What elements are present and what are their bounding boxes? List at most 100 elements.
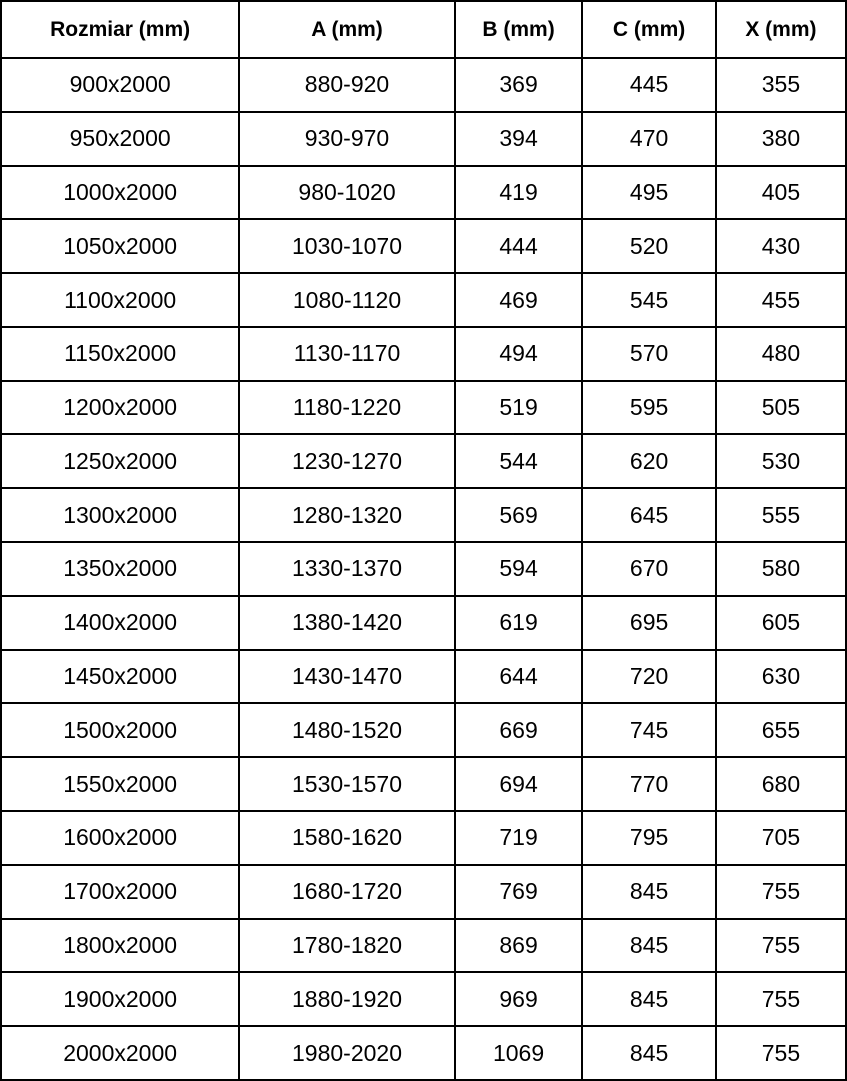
cell-b: 369 [453,57,584,113]
column-header-x: X (mm) [714,0,847,59]
cell-c: 670 [581,541,717,597]
cell-rozmiar: 1900x2000 [0,971,241,1028]
cell-c: 545 [581,272,717,328]
cell-b: 394 [453,110,584,167]
cell-x: 705 [714,809,847,866]
cell-a: 1780-1820 [238,917,456,974]
cell-b: 719 [453,809,584,866]
cell-a: 1380-1420 [238,594,456,651]
cell-c: 845 [581,863,717,920]
cell-b: 594 [453,541,584,597]
table-row: 1350x2000 1330-1370 594 670 580 [0,541,847,597]
cell-x: 430 [714,218,847,275]
table-row: 1250x2000 1230-1270 544 620 530 [0,433,847,490]
table-row: 1450x2000 1430-1470 644 720 630 [0,648,847,705]
cell-rozmiar: 1600x2000 [0,809,241,866]
cell-rozmiar: 1050x2000 [0,218,241,275]
cell-rozmiar: 900x2000 [0,57,241,113]
table-row: 1200x2000 1180-1220 519 595 505 [0,379,847,436]
cell-rozmiar: 1150x2000 [0,325,241,382]
cell-rozmiar: 1200x2000 [0,379,241,436]
cell-b: 569 [453,487,584,544]
cell-x: 755 [714,917,847,974]
cell-x: 455 [714,272,847,328]
cell-x: 680 [714,756,847,812]
cell-c: 520 [581,218,717,275]
cell-rozmiar: 1100x2000 [0,272,241,328]
cell-x: 480 [714,325,847,382]
cell-rozmiar: 1450x2000 [0,648,241,705]
table-row: 1800x2000 1780-1820 869 845 755 [0,917,847,974]
cell-x: 580 [714,541,847,597]
cell-rozmiar: 1550x2000 [0,756,241,812]
cell-x: 755 [714,863,847,920]
cell-x: 755 [714,1025,847,1081]
cell-b: 519 [453,379,584,436]
cell-b: 544 [453,433,584,490]
cell-b: 1069 [453,1025,584,1081]
table-row: 1600x2000 1580-1620 719 795 705 [0,809,847,866]
table-row: 1550x2000 1530-1570 694 770 680 [0,756,847,812]
table-row: 1000x2000 980-1020 419 495 405 [0,164,847,221]
table-row: 2000x2000 1980-2020 1069 845 755 [0,1025,847,1081]
cell-a: 1130-1170 [238,325,456,382]
cell-c: 570 [581,325,717,382]
cell-a: 1530-1570 [238,756,456,812]
table-row: 1100x2000 1080-1120 469 545 455 [0,272,847,328]
table-row: 1050x2000 1030-1070 444 520 430 [0,218,847,275]
cell-c: 845 [581,917,717,974]
cell-x: 555 [714,487,847,544]
cell-b: 969 [453,971,584,1028]
cell-a: 1880-1920 [238,971,456,1028]
table-body: 900x2000 880-920 369 445 355 950x2000 93… [0,57,847,1081]
cell-c: 595 [581,379,717,436]
table-header-row: Rozmiar (mm) A (mm) B (mm) C (mm) X (mm) [0,0,847,59]
column-header-rozmiar: Rozmiar (mm) [0,0,241,59]
cell-x: 355 [714,57,847,113]
cell-b: 469 [453,272,584,328]
cell-x: 405 [714,164,847,221]
cell-rozmiar: 1700x2000 [0,863,241,920]
cell-a: 1280-1320 [238,487,456,544]
table-row: 1400x2000 1380-1420 619 695 605 [0,594,847,651]
cell-rozmiar: 1400x2000 [0,594,241,651]
cell-a: 1680-1720 [238,863,456,920]
cell-c: 495 [581,164,717,221]
table-row: 1700x2000 1680-1720 769 845 755 [0,863,847,920]
cell-rozmiar: 950x2000 [0,110,241,167]
cell-c: 695 [581,594,717,651]
cell-b: 619 [453,594,584,651]
cell-c: 470 [581,110,717,167]
cell-x: 380 [714,110,847,167]
cell-b: 869 [453,917,584,974]
cell-rozmiar: 1000x2000 [0,164,241,221]
table-row: 900x2000 880-920 369 445 355 [0,57,847,113]
cell-b: 419 [453,164,584,221]
cell-c: 845 [581,971,717,1028]
cell-a: 1330-1370 [238,541,456,597]
cell-a: 880-920 [238,57,456,113]
cell-a: 1430-1470 [238,648,456,705]
cell-c: 445 [581,57,717,113]
column-header-a: A (mm) [238,0,456,59]
cell-x: 605 [714,594,847,651]
cell-b: 694 [453,756,584,812]
cell-rozmiar: 1350x2000 [0,541,241,597]
cell-x: 755 [714,971,847,1028]
cell-c: 720 [581,648,717,705]
table-row: 1150x2000 1130-1170 494 570 480 [0,325,847,382]
cell-x: 655 [714,702,847,759]
cell-a: 980-1020 [238,164,456,221]
cell-x: 530 [714,433,847,490]
column-header-c: C (mm) [581,0,717,59]
cell-x: 505 [714,379,847,436]
cell-rozmiar: 2000x2000 [0,1025,241,1081]
cell-rozmiar: 1250x2000 [0,433,241,490]
cell-a: 1180-1220 [238,379,456,436]
cell-a: 1980-2020 [238,1025,456,1081]
cell-a: 930-970 [238,110,456,167]
cell-a: 1230-1270 [238,433,456,490]
cell-rozmiar: 1300x2000 [0,487,241,544]
table-row: 1300x2000 1280-1320 569 645 555 [0,487,847,544]
